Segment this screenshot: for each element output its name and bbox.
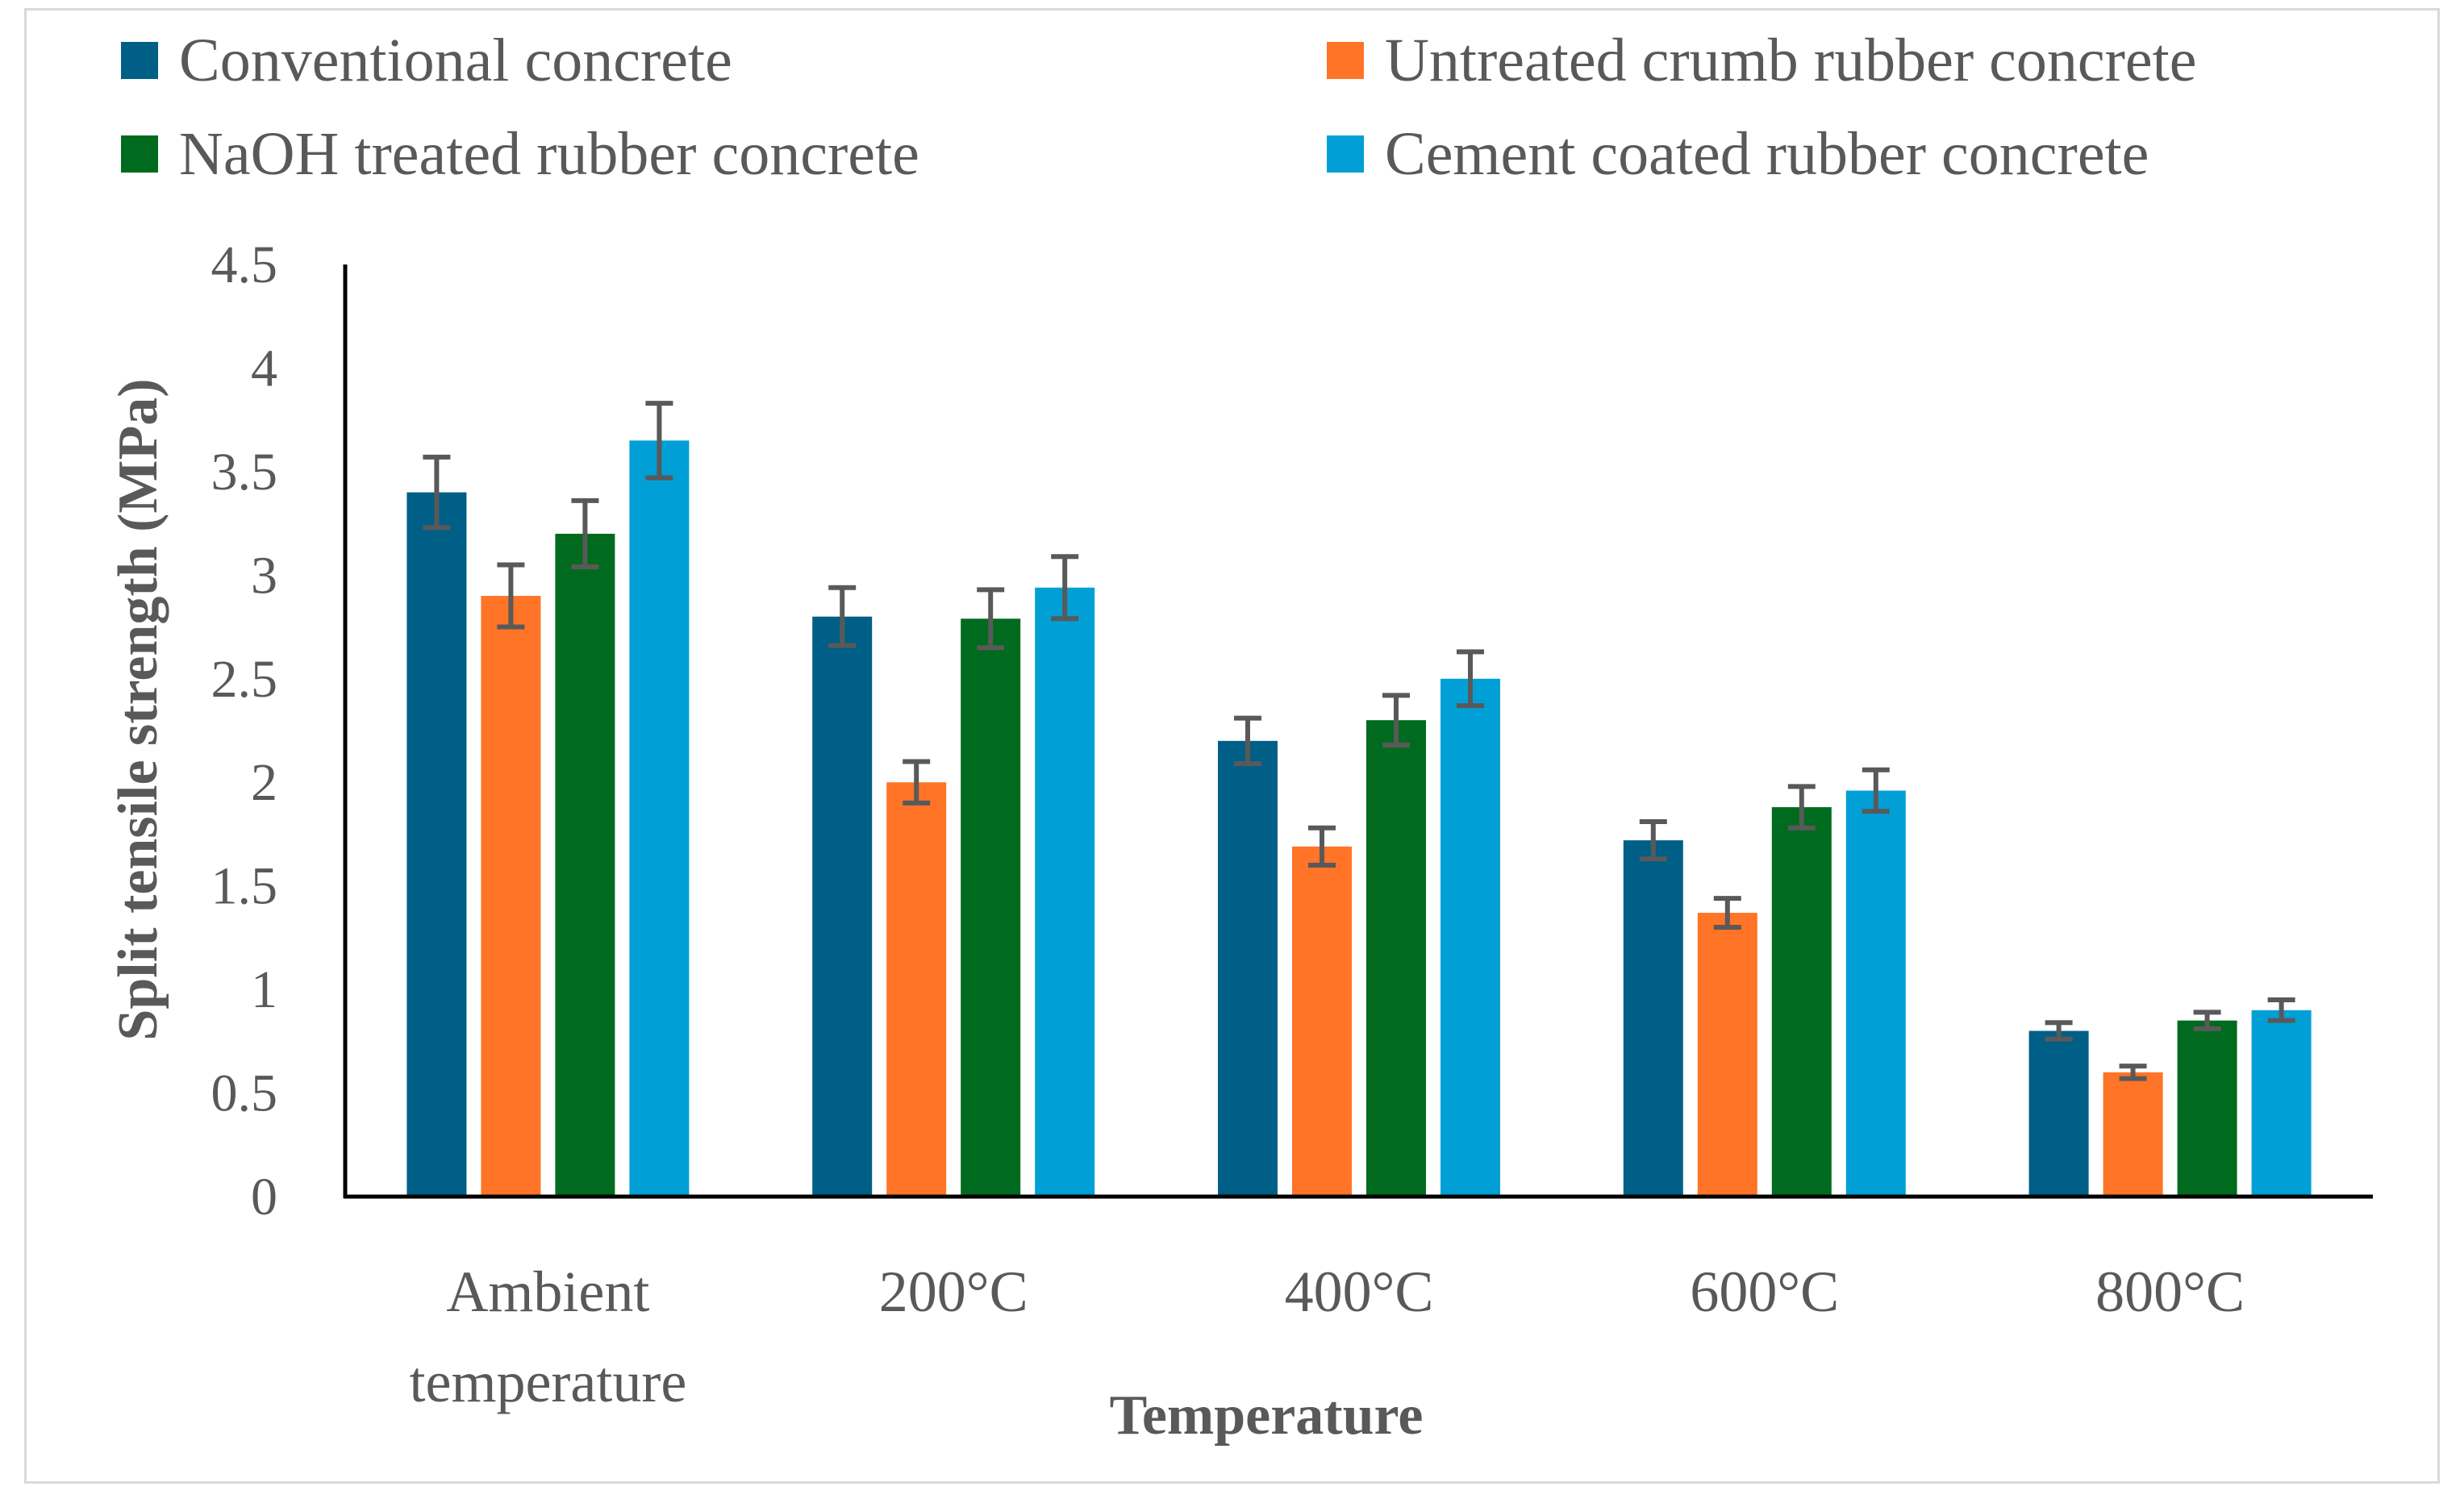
bar-naoh-treated-rubber-concrete-2 (1366, 720, 1426, 1197)
y-tick-label: 0 (251, 1168, 277, 1226)
y-tick-label: 4.5 (211, 235, 278, 294)
bar-conventional-concrete-2 (1218, 740, 1278, 1197)
bar-untreated-crumb-rubber-concrete-1 (886, 782, 947, 1197)
bar-naoh-treated-rubber-concrete-0 (555, 533, 615, 1197)
bar-untreated-crumb-rubber-concrete-2 (1292, 846, 1352, 1197)
y-tick-label: 2.5 (211, 650, 278, 709)
y-tick-label: 3 (251, 546, 277, 605)
y-tick-label: 0.5 (211, 1064, 278, 1123)
x-category-label: 400°C (1285, 1259, 1434, 1324)
error-bar (2119, 1064, 2147, 1081)
x-category-label: temperature (410, 1350, 687, 1414)
y-axis-title: Split tensile strength (MPa) (107, 378, 169, 1040)
y-tick-label: 3.5 (211, 443, 278, 502)
legend-swatch (121, 42, 158, 79)
error-bar (1713, 896, 1741, 931)
bar-conventional-concrete-1 (812, 616, 873, 1197)
x-axis-category-labels: Ambient temperature 200°C 400°C 600°C 800°C (410, 1259, 2245, 1414)
y-tick-label: 1.5 (211, 857, 278, 916)
error-bar (645, 401, 673, 481)
error-bar (828, 585, 857, 648)
bar-naoh-treated-rubber-concrete-1 (961, 618, 1021, 1197)
bar-untreated-crumb-rubber-concrete-4 (2103, 1072, 2163, 1197)
legend-label: Cement coated rubber concrete (1385, 120, 2149, 188)
error-bar (571, 498, 599, 570)
bar-naoh-treated-rubber-concrete-4 (2177, 1020, 2237, 1197)
x-category-label: Ambient (446, 1259, 649, 1324)
legend-swatch (1327, 42, 1364, 79)
legend-item: Cement coated rubber concrete (1327, 120, 2149, 188)
bars (406, 440, 2312, 1197)
legend-label: Untreated crumb rubber concrete (1385, 27, 2196, 94)
x-axis-title: Temperature (1110, 1384, 1424, 1447)
legend-item: NaOH treated rubber concrete (121, 120, 919, 188)
x-category-label: 200°C (879, 1259, 1028, 1324)
bar-cement-coated-rubber-concrete-1 (1035, 587, 1095, 1197)
legend-label: NaOH treated rubber concrete (179, 120, 919, 188)
bar-untreated-crumb-rubber-concrete-0 (481, 596, 541, 1197)
error-bar (1308, 825, 1336, 868)
x-category-label: 600°C (1690, 1259, 1839, 1324)
error-bar (1051, 554, 1079, 622)
error-bar (2267, 997, 2295, 1023)
error-bar (1457, 649, 1484, 709)
legend-swatch (121, 135, 158, 173)
y-tick-label: 1 (251, 960, 277, 1019)
error-bar (903, 759, 931, 806)
bar-naoh-treated-rubber-concrete-3 (1771, 807, 1832, 1197)
error-bar (1787, 784, 1816, 831)
error-bar (1382, 693, 1410, 747)
bar-untreated-crumb-rubber-concrete-3 (1697, 913, 1757, 1197)
error-bar (2045, 1020, 2073, 1042)
bar-conventional-concrete-3 (1623, 840, 1683, 1197)
error-bar (2193, 1010, 2221, 1031)
error-bar (1639, 819, 1667, 862)
bar-cement-coated-rubber-concrete-0 (629, 440, 690, 1197)
x-category-label: 800°C (2095, 1259, 2245, 1324)
bar-conventional-concrete-0 (406, 492, 467, 1197)
bar-cement-coated-rubber-concrete-3 (1845, 790, 1906, 1197)
error-bar (1862, 767, 1890, 814)
error-bar (423, 454, 451, 531)
legend-item: Conventional concrete (121, 27, 732, 94)
bar-cement-coated-rubber-concrete-4 (2251, 1010, 2312, 1197)
y-axis-ticks: 0 0.5 1 1.5 2 2.5 3 3.5 4 4.5 (211, 235, 278, 1226)
legend-label: Conventional concrete (179, 27, 732, 94)
error-bar (1234, 715, 1261, 767)
y-tick-label: 2 (251, 753, 277, 812)
legend: Conventional concrete Untreated crumb rub… (121, 27, 2196, 188)
y-tick-label: 4 (251, 339, 277, 398)
error-bars (423, 401, 2295, 1081)
bar-conventional-concrete-4 (2028, 1030, 2089, 1197)
error-bar (497, 562, 525, 630)
legend-item: Untreated crumb rubber concrete (1327, 27, 2196, 94)
bar-cement-coated-rubber-concrete-2 (1440, 678, 1500, 1197)
error-bar (977, 587, 1005, 651)
legend-swatch (1327, 135, 1364, 173)
